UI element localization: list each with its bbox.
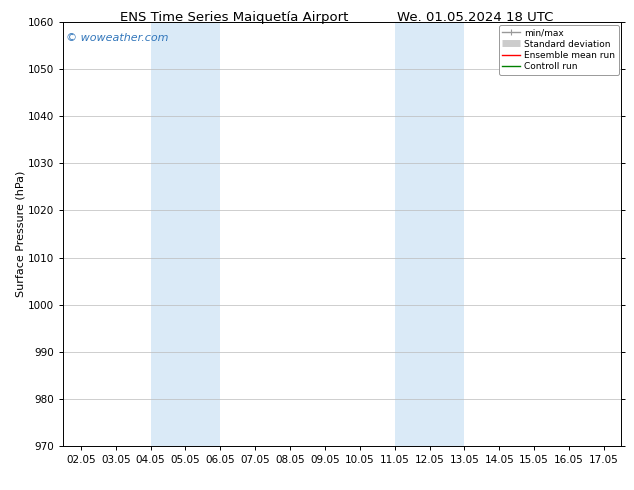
Text: ENS Time Series Maiquetía Airport: ENS Time Series Maiquetía Airport	[120, 11, 349, 24]
Text: We. 01.05.2024 18 UTC: We. 01.05.2024 18 UTC	[398, 11, 553, 24]
Text: © woweather.com: © woweather.com	[66, 33, 169, 43]
Legend: min/max, Standard deviation, Ensemble mean run, Controll run: min/max, Standard deviation, Ensemble me…	[499, 25, 619, 75]
Y-axis label: Surface Pressure (hPa): Surface Pressure (hPa)	[15, 171, 25, 297]
Bar	[150, 22, 221, 446]
Bar	[394, 22, 464, 446]
